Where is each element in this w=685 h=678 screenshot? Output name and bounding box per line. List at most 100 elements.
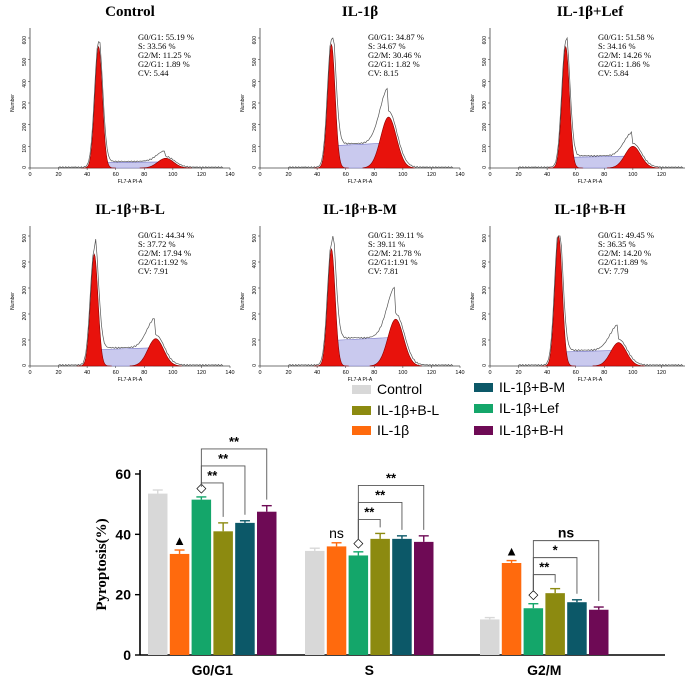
- bar-y-tick-label: 20: [115, 587, 131, 603]
- y-tick-label: 500: [482, 57, 488, 66]
- legend-label: IL-1β: [377, 422, 409, 438]
- bar: [414, 541, 434, 655]
- bar: [567, 602, 587, 655]
- significance-mark: ◇: [196, 480, 206, 495]
- x-tick-label: 0: [488, 172, 491, 178]
- y-tick-label: 200: [482, 312, 488, 321]
- g1-peak: [81, 45, 117, 169]
- y-axis-label: Number: [470, 94, 476, 112]
- legend-swatch: [352, 385, 371, 394]
- x-tick-label: 140: [455, 370, 464, 376]
- g1-peak: [541, 234, 577, 367]
- x-tick-label: 80: [141, 172, 147, 178]
- x-tick-label: 40: [84, 370, 90, 376]
- g1-peak: [548, 45, 584, 169]
- x-tick-label: 20: [516, 370, 522, 376]
- y-tick-label: 600: [252, 36, 258, 45]
- bar: [523, 608, 544, 655]
- significance-label: ns: [558, 525, 575, 541]
- g2-peak: [369, 318, 422, 367]
- y-tick-label: 0: [252, 364, 258, 367]
- significance-bracket: [357, 484, 425, 540]
- significance-bracket: [532, 540, 600, 602]
- stat-line: G0/G1: 44.34 %: [138, 230, 194, 240]
- x-tick-label: 60: [573, 370, 579, 376]
- bar: [348, 555, 369, 655]
- y-tick-label: 100: [22, 144, 28, 153]
- bar: [191, 499, 212, 655]
- significance-label: *: [553, 543, 559, 558]
- significance-label: **: [386, 470, 397, 485]
- significance-mark: ▲: [173, 533, 186, 548]
- legend-swatch: [352, 426, 371, 435]
- stat-line: G2/G1:1.92 %: [138, 257, 188, 267]
- histogram-outline: [58, 239, 224, 367]
- x-tick-label: 60: [343, 172, 349, 178]
- bar: [169, 553, 190, 655]
- significance-mark: ▲: [505, 544, 518, 559]
- stat-line: G0/G1: 34.87 %: [368, 32, 424, 42]
- stat-line: CV: 5.84: [598, 68, 629, 78]
- bar: [213, 531, 233, 655]
- x-tick-label: 100: [168, 370, 177, 376]
- y-tick-label: 400: [482, 260, 488, 269]
- histogram-panel: IL-1β+Lef 0 100 200 300 400 500 600 0 20 40 60 80 100…: [470, 4, 685, 185]
- y-tick-label: 0: [22, 166, 28, 169]
- x-axis-label: FL7-A PI-A: [578, 179, 603, 185]
- x-tick-label: 40: [314, 172, 320, 178]
- x-tick-label: 100: [628, 370, 637, 376]
- bar: [480, 619, 500, 655]
- significance-label: **: [207, 468, 218, 483]
- bar-y-axis-label: Pyroptosis(%): [94, 518, 110, 610]
- stat-line: S: 34.16 %: [598, 41, 636, 51]
- y-tick-label: 500: [482, 234, 488, 243]
- g2-peak: [129, 338, 182, 367]
- stat-line: G2/M: 30.46 %: [368, 50, 421, 60]
- x-tick-label: 20: [56, 172, 62, 178]
- y-axis-label: Number: [10, 292, 16, 310]
- g2-peak: [592, 342, 645, 367]
- bar: [257, 511, 277, 655]
- legend-swatch: [352, 406, 371, 415]
- y-tick-label: 300: [22, 286, 28, 295]
- significance-label: **: [218, 451, 229, 466]
- y-tick-label: 300: [482, 286, 488, 295]
- significance-mark: ns: [329, 525, 344, 541]
- x-tick-label: 140: [455, 172, 464, 178]
- g1-peak: [313, 248, 349, 367]
- x-tick-label: 80: [601, 172, 607, 178]
- x-tick-label: 100: [628, 172, 637, 178]
- y-tick-label: 100: [252, 338, 258, 347]
- x-tick-label: 140: [225, 172, 234, 178]
- x-tick-label: 0: [488, 370, 491, 376]
- x-tick-label: 40: [84, 172, 90, 178]
- x-tick-label: 40: [544, 370, 550, 376]
- x-axis-label: FL7-A PI-A: [578, 377, 603, 383]
- y-tick-label: 0: [482, 166, 488, 169]
- x-tick-label: 100: [168, 172, 177, 178]
- x-tick-label: 120: [427, 370, 436, 376]
- stat-line: G0/G1: 51.58 %: [598, 32, 654, 42]
- x-tick-label: 0: [258, 370, 261, 376]
- bar-y-tick-label: 60: [115, 466, 131, 482]
- x-tick-label: 0: [28, 370, 31, 376]
- significance-mark: ◇: [353, 535, 363, 550]
- histogram-panel: IL-1β+B-L 0 100 200 300 400 500 0 20 40 60 80 100 120…: [10, 202, 235, 383]
- panel-title: IL-1β+B-L: [95, 202, 165, 218]
- significance-bracket: [200, 448, 268, 500]
- bar: [148, 493, 168, 655]
- x-axis-label: FL7-A PI-A: [348, 377, 373, 383]
- stat-line: CV: 8.15: [368, 68, 399, 78]
- stat-line: G2/G1: 1.86 %: [598, 59, 650, 69]
- g2-peak: [139, 157, 192, 169]
- bar-category-label: G2/M: [527, 662, 561, 678]
- stat-line: CV: 7.81: [368, 266, 399, 276]
- stat-line: S: 34.67 %: [368, 41, 406, 51]
- y-tick-label: 100: [252, 144, 258, 153]
- bar: [392, 538, 412, 655]
- x-tick-label: 20: [516, 172, 522, 178]
- panel-title: IL-1β: [342, 4, 378, 20]
- y-tick-label: 500: [252, 57, 258, 66]
